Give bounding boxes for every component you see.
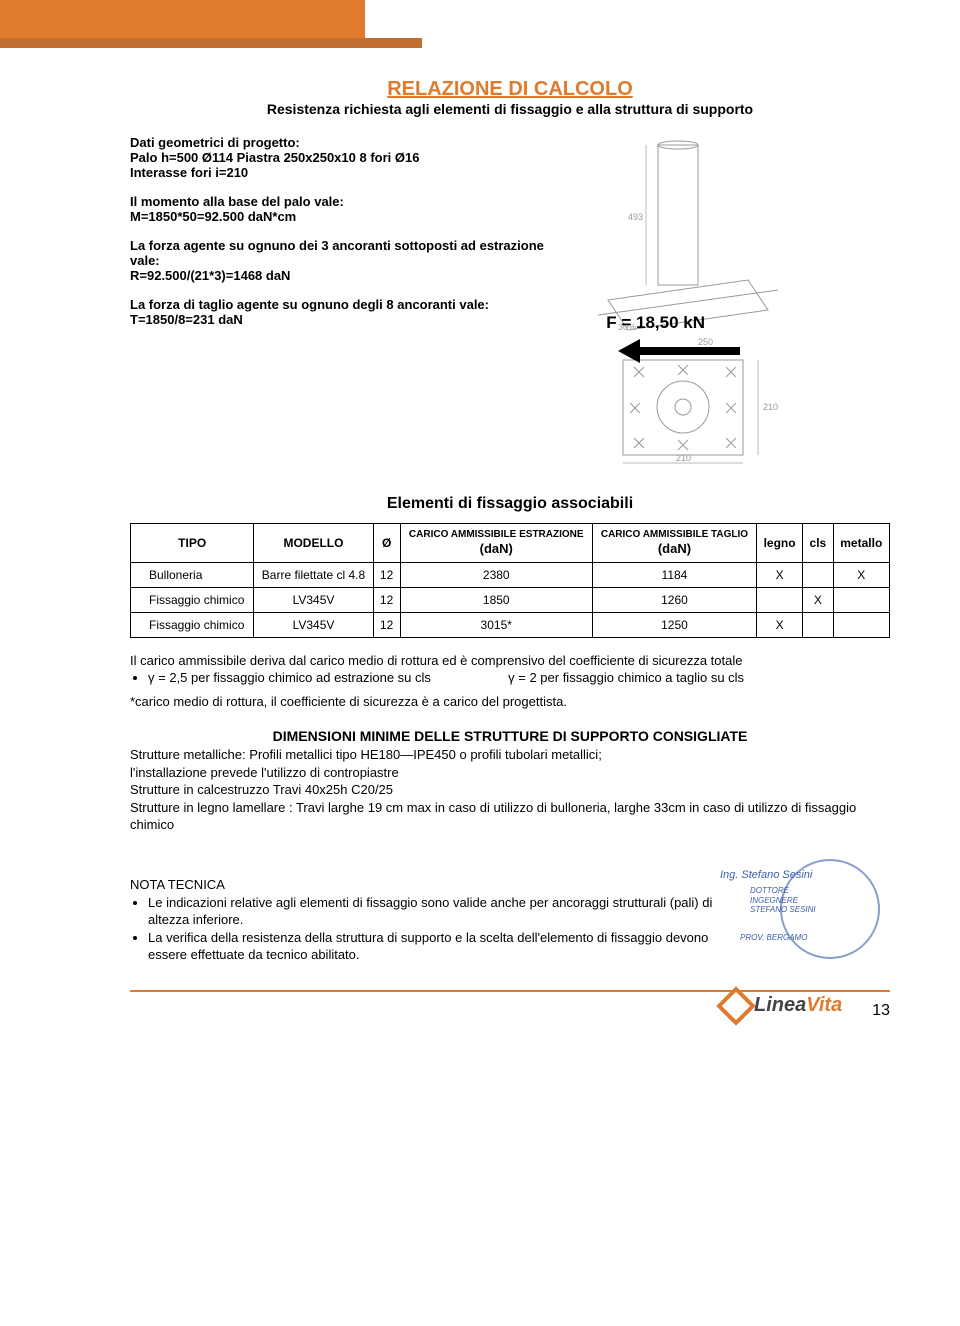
svg-text:210: 210 [676,453,691,463]
logo-icon [720,992,748,1020]
notes-bullet-gamma: γ = 2,5 per fissaggio chimico ad estrazi… [148,669,890,687]
moment-line2: M=1850*50=92.500 daN*cm [130,209,548,224]
intro-left: Dati geometrici di progetto: Palo h=500 … [130,135,548,465]
table-cell-modello: Barre filettate cl 4.8 [254,562,373,587]
force-label: F = 18,50 kN [606,313,705,333]
th-modello: MODELLO [254,524,373,563]
table-cell-estr: 2380 [400,562,592,587]
dim-l1: Strutture metalliche: Profili metallici … [130,746,890,764]
table-cell-metallo [833,612,889,637]
shear-line2: T=1850/8=231 daN [130,312,548,327]
extraction-line1: La forza agente su ognuno dei 3 ancorant… [130,238,548,268]
table-cell-metallo [833,587,889,612]
table-cell-estr: 3015* [400,612,592,637]
th-cls: cls [803,524,833,563]
table-cell-diam: 12 [373,612,400,637]
table-cell-tag: 1184 [592,562,756,587]
th-legno: legno [757,524,803,563]
table-cell-cls: X [803,587,833,612]
th-carico-tag: CARICO AMMISSIBILE TAGLIO (daN) [592,524,756,563]
th-carico-estr: CARICO AMMISSIBILE ESTRAZIONE (daN) [400,524,592,563]
nota-tecnica-heading: NOTA TECNICA [130,877,730,892]
th-metallo: metallo [833,524,889,563]
table-row: Fissaggio chimicoLV345V123015*1250X [131,612,890,637]
table-section-title: Elementi di fissaggio associabili [130,495,890,513]
geom-line1: Palo h=500 Ø114 Piastra 250x250x10 8 for… [130,150,548,165]
table-cell-tag: 1260 [592,587,756,612]
table-row: BulloneriaBarre filettate cl 4.812238011… [131,562,890,587]
notes-line2: *carico medio di rottura, il coefficient… [130,693,890,711]
svg-text:493: 493 [628,212,643,222]
notes-line1: Il carico ammissibile deriva dal carico … [130,652,890,670]
logo-text: LineaVita [754,994,842,1017]
page-footer: LineaVita 13 [0,992,960,1020]
table-cell-metallo: X [833,562,889,587]
moment-block: Il momento alla base del palo vale: M=18… [130,194,548,224]
th-carico-tag-top: CARICO AMMISSIBILE TAGLIO [599,529,750,541]
shear-line1: La forza di taglio agente su ognuno degl… [130,297,548,312]
table-cell-tag: 1250 [592,612,756,637]
dimensions-heading: DIMENSIONI MINIME DELLE STRUTTURE DI SUP… [130,728,890,744]
dim-l3: Strutture in calcestruzzo Travi 40x25h C… [130,781,890,799]
stamp-circle-icon [780,859,880,959]
intro-columns: Dati geometrici di progetto: Palo h=500 … [130,135,890,465]
table-cell-tipo: Fissaggio chimico [131,587,254,612]
table-cell-legno: X [757,612,803,637]
geom-block: Dati geometrici di progetto: Palo h=500 … [130,135,548,180]
th-carico-estr-unit: (daN) [407,541,586,557]
th-diam: Ø [373,524,400,563]
nota-b1: Le indicazioni relative agli elementi di… [148,894,730,929]
dimensions-block: Strutture metalliche: Profili metallici … [130,746,890,834]
nota-tecnica-block: NOTA TECNICA Le indicazioni relative agl… [130,863,730,964]
geom-line2: Interasse fori i=210 [130,165,548,180]
extraction-line2: R=92.500/(21*3)=1468 daN [130,268,548,283]
table-cell-tipo: Bulloneria [131,562,254,587]
header-accent-bar [0,0,365,38]
page-title: RELAZIONE DI CALCOLO [130,78,890,101]
table-cell-tipo: Fissaggio chimico [131,612,254,637]
table-cell-estr: 1850 [400,587,592,612]
fixing-elements-table: TIPO MODELLO Ø CARICO AMMISSIBILE ESTRAZ… [130,523,890,638]
th-carico-estr-top: CARICO AMMISSIBILE ESTRAZIONE [407,529,586,541]
table-cell-legno [757,587,803,612]
table-cell-legno: X [757,562,803,587]
shear-block: La forza di taglio agente su ognuno degl… [130,297,548,327]
notes-bullet1b: γ = 2 per fissaggio chimico a taglio su … [508,670,744,685]
table-cell-modello: LV345V [254,587,373,612]
table-cell-modello: LV345V [254,612,373,637]
notes-bullet1a: γ = 2,5 per fissaggio chimico ad estrazi… [148,670,431,685]
force-arrow-icon [618,339,740,363]
moment-line1: Il momento alla base del palo vale: [130,194,548,209]
page-subtitle: Resistenza richiesta agli elementi di fi… [130,101,890,117]
svg-text:210: 210 [763,402,778,412]
table-cell-cls [803,612,833,637]
th-carico-tag-unit: (daN) [599,541,750,557]
nota-b2: La verifica della resistenza della strut… [148,929,730,964]
table-row: Fissaggio chimicoLV345V1218501260 X [131,587,890,612]
page-number: 13 [872,1002,890,1020]
table-cell-diam: 12 [373,562,400,587]
table-header-row: TIPO MODELLO Ø CARICO AMMISSIBILE ESTRAZ… [131,524,890,563]
nota-tecnica-row: NOTA TECNICA Le indicazioni relative agl… [130,854,890,964]
geom-heading: Dati geometrici di progetto: [130,135,548,150]
engineer-stamp: Ing. Stefano Sesini DOTTORE INGEGNERE ST… [730,854,890,964]
header-accent-bar-2 [0,38,422,48]
notes-block: Il carico ammissibile deriva dal carico … [130,652,890,711]
page-content: RELAZIONE DI CALCOLO Resistenza richiest… [0,48,960,984]
intro-right: 493 30% 250 [568,135,890,465]
logo-text-2: Vita [806,994,842,1016]
technical-diagram: 493 30% 250 [568,135,798,465]
dim-l2: l'installazione prevede l'utilizzo di co… [130,764,890,782]
diagram-svg: 493 30% 250 [568,135,798,465]
logo-text-1: Linea [754,994,806,1016]
brand-logo: LineaVita [720,992,842,1020]
table-cell-diam: 12 [373,587,400,612]
dim-l4: Strutture in legno lamellare : Travi lar… [130,799,890,834]
extraction-block: La forza agente su ognuno dei 3 ancorant… [130,238,548,283]
th-tipo: TIPO [131,524,254,563]
table-cell-cls [803,562,833,587]
